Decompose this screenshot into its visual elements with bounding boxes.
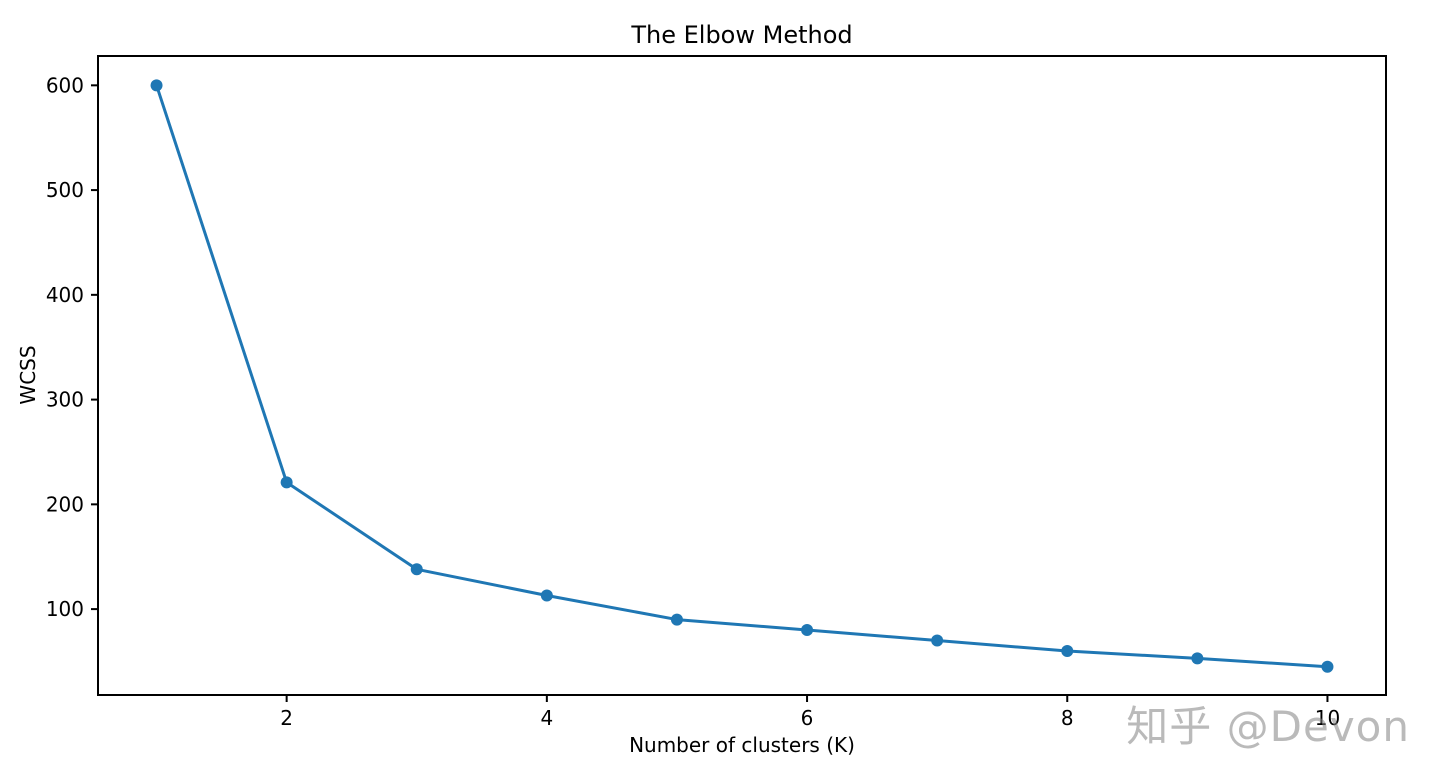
data-point-marker [801, 624, 814, 637]
x-axis-label: Number of clusters (K) [629, 733, 855, 757]
x-tick-label: 4 [540, 706, 553, 730]
x-tick-label: 2 [280, 706, 293, 730]
data-point-marker [280, 476, 293, 489]
data-point-marker [410, 563, 423, 576]
y-tick-label: 100 [46, 597, 84, 621]
data-point-marker [1061, 645, 1074, 658]
axes-frame [97, 55, 1387, 696]
y-tick-label: 600 [46, 73, 84, 97]
chart-title: The Elbow Method [631, 21, 853, 49]
y-tick-label: 300 [46, 388, 84, 412]
data-point-marker [931, 634, 944, 647]
data-point-marker [540, 589, 553, 602]
y-tick-label: 200 [46, 492, 84, 516]
data-point-marker [1321, 660, 1334, 673]
x-tick-label: 6 [801, 706, 814, 730]
data-point-marker [670, 613, 683, 626]
data-point-marker [150, 79, 163, 92]
x-tick-label: 10 [1315, 706, 1340, 730]
data-point-marker [1191, 652, 1204, 665]
y-tick-label: 400 [46, 283, 84, 307]
x-tick-label: 8 [1061, 706, 1074, 730]
wcss-line [155, 83, 1329, 669]
y-tick-label: 500 [46, 178, 84, 202]
